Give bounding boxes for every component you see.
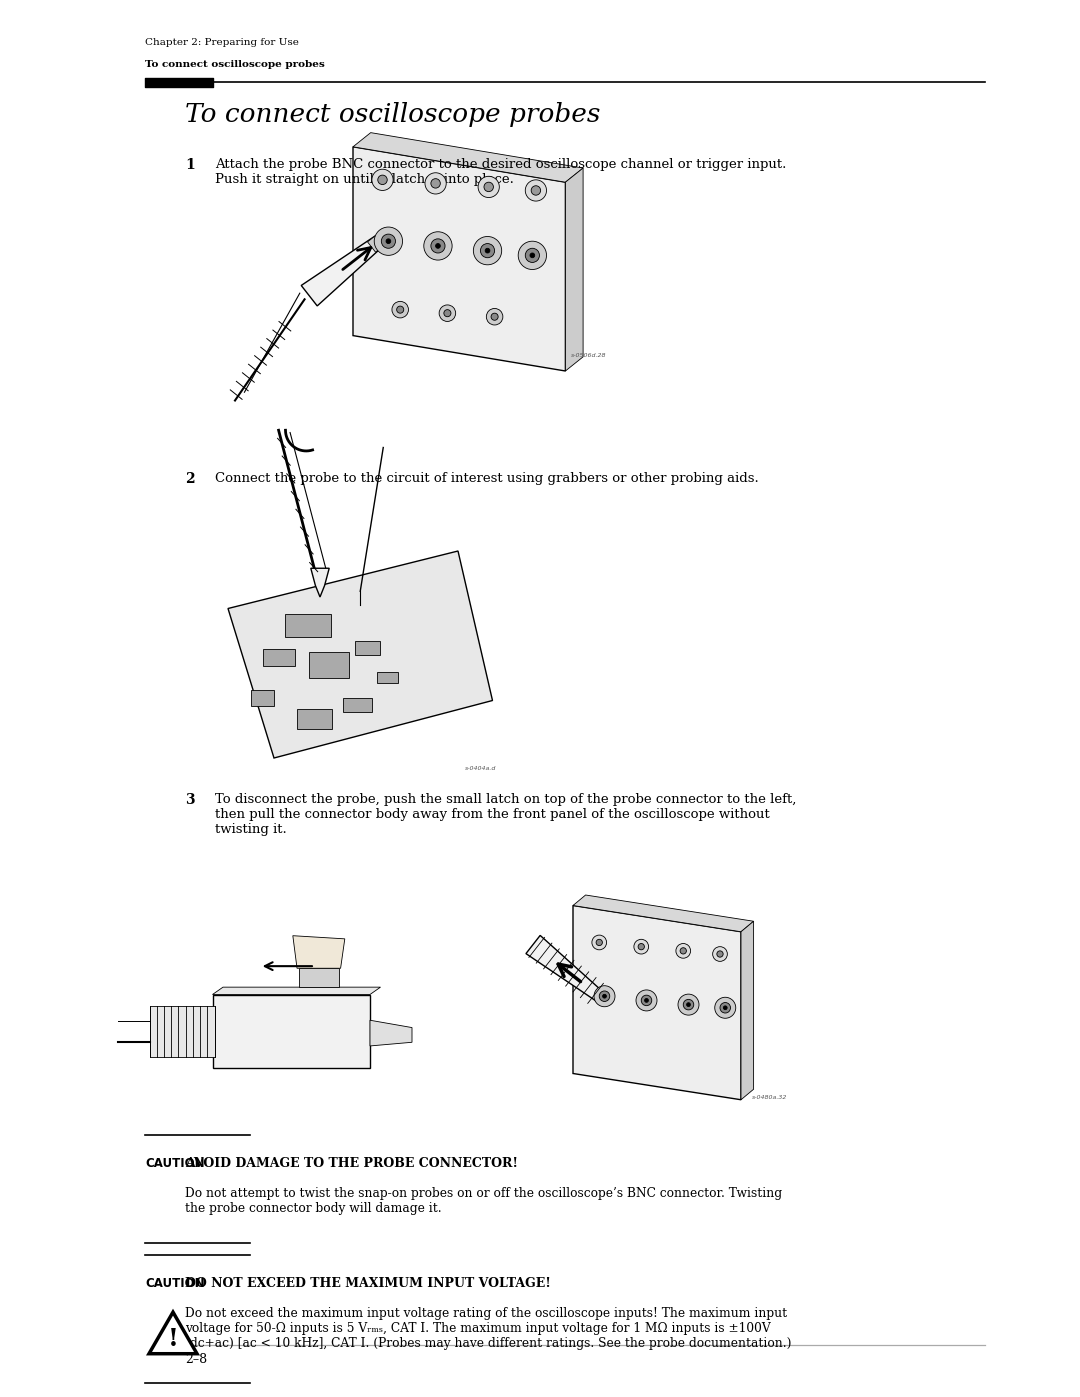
Circle shape [375, 228, 403, 256]
Circle shape [531, 186, 541, 196]
Bar [343, 698, 372, 712]
Circle shape [678, 995, 699, 1016]
Bar [309, 652, 349, 678]
Circle shape [592, 935, 607, 950]
Polygon shape [213, 995, 370, 1067]
Text: DO NOT EXCEED THE MAXIMUM INPUT VOLTAGE!: DO NOT EXCEED THE MAXIMUM INPUT VOLTAGE! [185, 1277, 551, 1289]
Circle shape [530, 253, 535, 257]
Text: Do not attempt to twist the snap-on probes on or off the oscilloscope’s BNC conn: Do not attempt to twist the snap-on prob… [185, 1187, 782, 1215]
Polygon shape [353, 147, 566, 372]
Text: AVOID DAMAGE TO THE PROBE CONNECTOR!: AVOID DAMAGE TO THE PROBE CONNECTOR! [185, 1157, 518, 1171]
Circle shape [717, 951, 724, 957]
Circle shape [431, 179, 441, 189]
Circle shape [636, 990, 657, 1011]
Circle shape [396, 306, 404, 313]
Text: s-0404a.d: s-0404a.d [465, 766, 497, 771]
Text: Chapter 2: Preparing for Use: Chapter 2: Preparing for Use [145, 38, 299, 47]
Text: 2–8: 2–8 [185, 1354, 207, 1366]
Circle shape [491, 313, 498, 320]
Circle shape [378, 175, 388, 184]
Polygon shape [566, 168, 583, 372]
Text: CAUTION: CAUTION [145, 1277, 204, 1289]
Polygon shape [370, 1020, 411, 1046]
Text: Attach the probe BNC connector to the desired oscilloscope channel or trigger in: Attach the probe BNC connector to the de… [215, 158, 786, 186]
Circle shape [485, 249, 490, 253]
Polygon shape [526, 936, 603, 1000]
Bar [354, 641, 380, 655]
Circle shape [424, 173, 446, 194]
Polygon shape [149, 1312, 197, 1354]
Circle shape [440, 305, 456, 321]
Bar [251, 690, 274, 707]
Circle shape [645, 999, 648, 1002]
Text: s-0506d.28: s-0506d.28 [571, 353, 607, 358]
Circle shape [473, 236, 502, 265]
Polygon shape [311, 569, 329, 597]
Circle shape [713, 947, 727, 961]
Polygon shape [213, 988, 380, 995]
Circle shape [720, 1003, 730, 1013]
Circle shape [372, 169, 393, 190]
Text: 1: 1 [185, 158, 194, 172]
Polygon shape [573, 905, 741, 1099]
Circle shape [484, 182, 494, 191]
Circle shape [724, 1006, 727, 1010]
Polygon shape [293, 936, 345, 968]
Bar [149, 1006, 215, 1058]
Circle shape [486, 309, 503, 326]
Circle shape [715, 997, 735, 1018]
Circle shape [680, 947, 687, 954]
Circle shape [444, 310, 451, 317]
Circle shape [634, 939, 649, 954]
Circle shape [481, 243, 495, 257]
Circle shape [684, 999, 693, 1010]
Circle shape [525, 180, 546, 201]
Circle shape [386, 239, 391, 243]
Circle shape [603, 995, 606, 997]
Text: CAUTION: CAUTION [145, 1157, 204, 1171]
Text: Do not exceed the maximum input voltage rating of the oscilloscope inputs! The m: Do not exceed the maximum input voltage … [185, 1308, 792, 1350]
Text: To connect oscilloscope probes: To connect oscilloscope probes [145, 60, 325, 68]
Text: s-0480a.32: s-0480a.32 [752, 1095, 787, 1099]
Circle shape [638, 943, 645, 950]
Circle shape [687, 1003, 690, 1006]
Circle shape [392, 302, 408, 319]
Circle shape [431, 239, 445, 253]
Circle shape [518, 242, 546, 270]
Text: 3: 3 [185, 793, 194, 807]
Polygon shape [573, 895, 754, 932]
Circle shape [381, 235, 395, 249]
Polygon shape [353, 133, 583, 182]
Text: 2: 2 [185, 472, 194, 486]
Bar [285, 615, 332, 637]
Circle shape [594, 986, 615, 1007]
Circle shape [478, 176, 499, 197]
Circle shape [676, 943, 690, 958]
Circle shape [525, 249, 539, 263]
Bar [297, 708, 332, 729]
Circle shape [599, 990, 610, 1002]
Circle shape [423, 232, 453, 260]
Polygon shape [741, 921, 754, 1099]
Polygon shape [367, 236, 383, 251]
Circle shape [596, 939, 603, 946]
Polygon shape [301, 236, 383, 306]
Bar [262, 648, 295, 666]
Text: To connect oscilloscope probes: To connect oscilloscope probes [185, 102, 600, 127]
Text: To disconnect the probe, push the small latch on top of the probe connector to t: To disconnect the probe, push the small … [215, 793, 796, 835]
Text: !: ! [167, 1327, 178, 1351]
Polygon shape [228, 550, 492, 759]
Bar [378, 672, 399, 683]
Text: Connect the probe to the circuit of interest using grabbers or other probing aid: Connect the probe to the circuit of inte… [215, 472, 759, 485]
Bar [299, 968, 338, 988]
Circle shape [642, 995, 651, 1006]
Circle shape [435, 243, 441, 249]
